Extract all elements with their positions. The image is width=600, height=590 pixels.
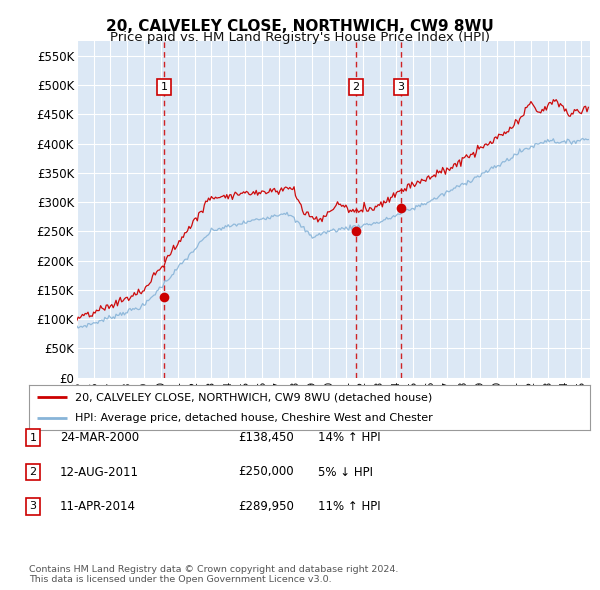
Text: Contains HM Land Registry data © Crown copyright and database right 2024.
This d: Contains HM Land Registry data © Crown c… bbox=[29, 565, 398, 584]
Text: £289,950: £289,950 bbox=[238, 500, 294, 513]
Text: £138,450: £138,450 bbox=[238, 431, 294, 444]
Text: 2: 2 bbox=[353, 82, 360, 92]
Text: 11-APR-2014: 11-APR-2014 bbox=[60, 500, 136, 513]
Text: Price paid vs. HM Land Registry's House Price Index (HPI): Price paid vs. HM Land Registry's House … bbox=[110, 31, 490, 44]
Text: 20, CALVELEY CLOSE, NORTHWICH, CW9 8WU (detached house): 20, CALVELEY CLOSE, NORTHWICH, CW9 8WU (… bbox=[76, 392, 433, 402]
Text: £250,000: £250,000 bbox=[238, 466, 294, 478]
Text: 5% ↓ HPI: 5% ↓ HPI bbox=[318, 466, 373, 478]
Text: 1: 1 bbox=[161, 82, 168, 92]
Text: 2: 2 bbox=[29, 467, 37, 477]
Text: 1: 1 bbox=[29, 433, 37, 442]
Text: HPI: Average price, detached house, Cheshire West and Chester: HPI: Average price, detached house, Ches… bbox=[76, 414, 433, 424]
Text: 12-AUG-2011: 12-AUG-2011 bbox=[60, 466, 139, 478]
Text: 14% ↑ HPI: 14% ↑ HPI bbox=[318, 431, 380, 444]
Text: 3: 3 bbox=[397, 82, 404, 92]
Text: 24-MAR-2000: 24-MAR-2000 bbox=[60, 431, 139, 444]
Text: 11% ↑ HPI: 11% ↑ HPI bbox=[318, 500, 380, 513]
Text: 20, CALVELEY CLOSE, NORTHWICH, CW9 8WU: 20, CALVELEY CLOSE, NORTHWICH, CW9 8WU bbox=[106, 19, 494, 34]
Text: 3: 3 bbox=[29, 502, 37, 511]
